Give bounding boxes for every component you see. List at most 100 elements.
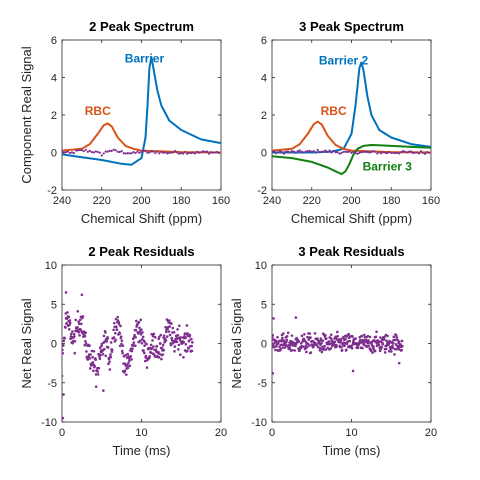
data-point bbox=[410, 150, 413, 153]
data-point bbox=[190, 151, 193, 155]
data-point bbox=[387, 341, 391, 345]
data-point bbox=[321, 339, 325, 342]
y-axis-label: Net Real Signal bbox=[229, 298, 244, 388]
data-point bbox=[202, 150, 205, 153]
residual-points bbox=[272, 316, 404, 375]
data-point bbox=[286, 331, 290, 335]
data-point bbox=[307, 344, 311, 347]
data-point bbox=[79, 322, 83, 326]
data-point bbox=[88, 344, 91, 347]
data-point bbox=[135, 319, 138, 323]
data-point bbox=[140, 150, 143, 153]
data-point bbox=[274, 348, 277, 352]
data-point bbox=[347, 332, 351, 336]
y-tick-label: 5 bbox=[261, 299, 267, 311]
data-point bbox=[160, 346, 164, 350]
data-point bbox=[128, 359, 131, 362]
data-point bbox=[307, 338, 311, 341]
data-point bbox=[92, 349, 96, 353]
data-point bbox=[94, 150, 97, 153]
data-point bbox=[332, 149, 335, 153]
data-point bbox=[115, 325, 118, 329]
data-point bbox=[274, 152, 278, 155]
plot-area bbox=[61, 39, 222, 191]
data-point bbox=[324, 333, 327, 337]
data-point bbox=[185, 324, 189, 327]
data-point bbox=[90, 150, 93, 154]
data-point bbox=[102, 389, 105, 392]
data-point bbox=[164, 151, 167, 154]
data-point bbox=[127, 361, 130, 365]
data-point bbox=[386, 151, 389, 155]
data-point bbox=[345, 348, 348, 352]
data-point bbox=[330, 344, 334, 348]
data-point bbox=[185, 349, 189, 353]
data-point bbox=[141, 335, 145, 339]
data-point bbox=[62, 339, 66, 343]
data-point bbox=[272, 372, 275, 375]
data-point bbox=[134, 151, 137, 155]
data-point bbox=[400, 151, 403, 154]
data-point bbox=[277, 339, 281, 343]
data-point bbox=[324, 149, 327, 152]
data-point bbox=[328, 149, 331, 152]
data-point bbox=[98, 151, 101, 154]
data-point bbox=[330, 151, 333, 154]
data-point bbox=[294, 151, 297, 154]
data-point bbox=[67, 315, 71, 319]
plot-area bbox=[271, 39, 432, 191]
x-tick-label: 10 bbox=[135, 427, 147, 439]
data-point bbox=[161, 353, 165, 356]
y-tick-label: 4 bbox=[261, 73, 267, 85]
data-point bbox=[78, 334, 81, 337]
data-point bbox=[344, 150, 347, 153]
data-point bbox=[290, 348, 294, 352]
data-point bbox=[173, 350, 176, 353]
data-point bbox=[148, 151, 151, 154]
data-point bbox=[398, 152, 401, 155]
data-point bbox=[184, 342, 188, 346]
data-point bbox=[419, 150, 423, 153]
data-point bbox=[120, 150, 123, 153]
data-point bbox=[164, 339, 168, 342]
data-point bbox=[336, 151, 339, 154]
data-point bbox=[126, 152, 129, 155]
data-point bbox=[362, 150, 365, 153]
data-point bbox=[142, 351, 146, 355]
data-point bbox=[300, 334, 304, 338]
data-point bbox=[178, 338, 182, 342]
data-point bbox=[88, 367, 92, 370]
data-point bbox=[279, 343, 283, 347]
data-point bbox=[132, 341, 136, 344]
residual-points bbox=[62, 291, 194, 420]
x-tick-label: 20 bbox=[425, 427, 437, 439]
data-point bbox=[157, 356, 161, 359]
data-point bbox=[152, 150, 155, 153]
y-tick-label: 2 bbox=[51, 110, 57, 122]
data-point bbox=[110, 350, 114, 354]
data-point bbox=[301, 345, 305, 348]
data-point bbox=[100, 344, 103, 348]
data-point bbox=[200, 151, 203, 154]
data-point bbox=[104, 354, 107, 358]
data-point bbox=[309, 351, 313, 354]
data-point bbox=[318, 348, 322, 352]
y-tick-label: 2 bbox=[261, 110, 267, 122]
data-point bbox=[288, 346, 292, 350]
data-point bbox=[356, 346, 360, 350]
data-point bbox=[138, 331, 142, 334]
data-point bbox=[308, 149, 311, 152]
data-point bbox=[62, 393, 65, 396]
data-point bbox=[187, 347, 190, 350]
series-barrier-2 bbox=[272, 61, 431, 154]
annotation-label: Barrier bbox=[125, 52, 165, 66]
data-point bbox=[348, 150, 351, 153]
chart-title: 2 Peak Spectrum bbox=[89, 19, 194, 34]
x-tick-label: 220 bbox=[303, 195, 321, 207]
data-point bbox=[296, 150, 299, 153]
data-point bbox=[381, 342, 385, 346]
data-point bbox=[370, 150, 373, 154]
data-point bbox=[120, 339, 124, 343]
data-point bbox=[118, 332, 122, 335]
